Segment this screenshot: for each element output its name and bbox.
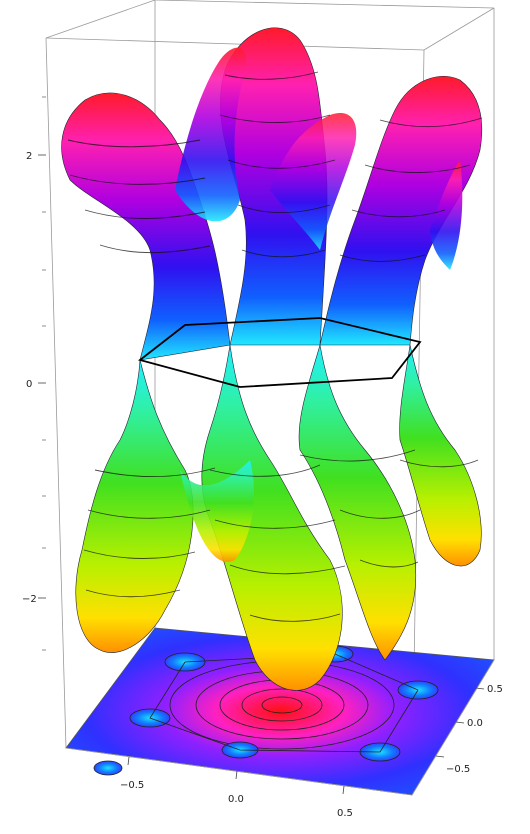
- upper-band-surface: [61, 27, 483, 361]
- brillouin-zone-hexagon: [138, 317, 422, 388]
- z-tick-label: −2: [22, 594, 37, 605]
- kx-tick-label: −0.5: [120, 780, 144, 791]
- upper-band-contours: [67, 71, 483, 262]
- z-tick-label: 2: [26, 151, 32, 162]
- ky-axis: 0.5 0.0 −0.5: [435, 684, 503, 775]
- ky-tick-label: 0.5: [487, 684, 503, 695]
- lower-band-surface: [75, 344, 482, 691]
- kx-tick-label: 0.5: [337, 808, 353, 819]
- kx-axis: −0.5 0.0 0.5: [120, 756, 353, 819]
- z-tick-label: 0: [26, 379, 32, 390]
- ky-tick-label: 0.0: [467, 718, 483, 729]
- kx-tick-label: 0.0: [228, 794, 244, 805]
- lower-band-contours: [83, 449, 479, 622]
- bounding-box-front: [65, 659, 495, 796]
- z-axis: 2 0 −2: [22, 96, 46, 651]
- ky-tick-label: −0.5: [446, 764, 470, 775]
